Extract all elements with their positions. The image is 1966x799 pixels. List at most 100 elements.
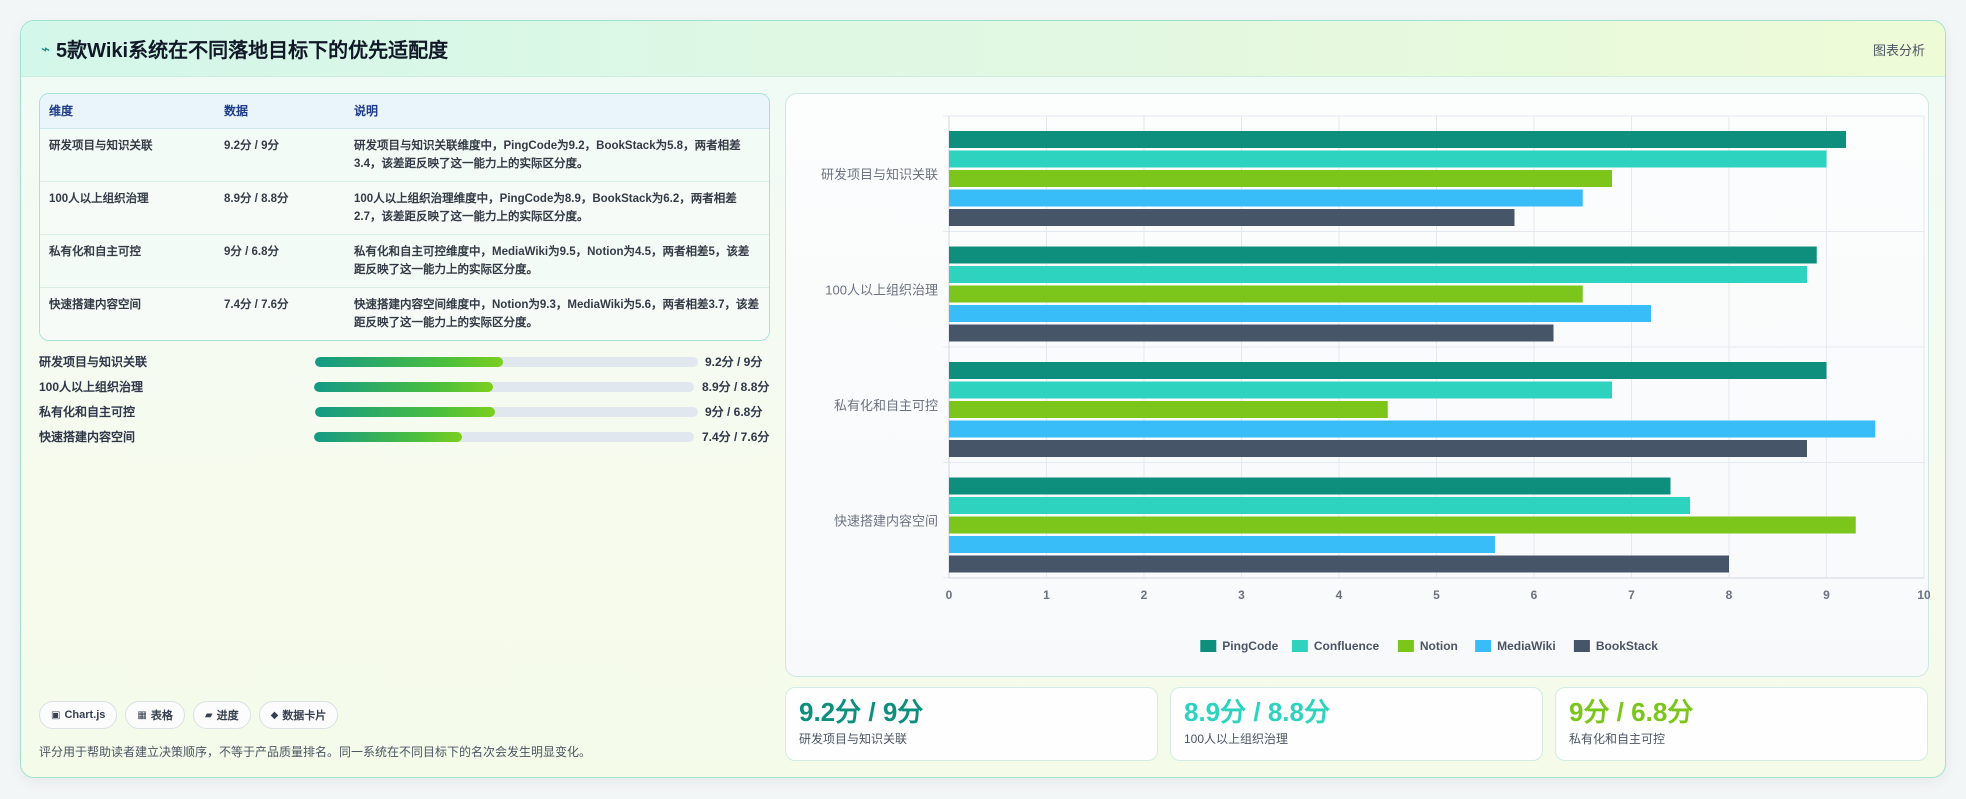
x-tick-label: 9	[1823, 588, 1830, 602]
kpi-label: 私有化和自主可控	[1569, 732, 1666, 746]
x-tick-label: 6	[1531, 588, 1538, 602]
table-row: 快速搭建内容空间 7.4分 / 7.6分 快速搭建内容空间维度中，Notion为…	[40, 287, 769, 340]
bar-mediawiki	[949, 420, 1876, 438]
table-header-row: 维度 数据 说明	[40, 94, 769, 129]
progress-list: 研发项目与知识关联 9.2分 / 9分 100人以上组织治理 8.9分 / 8.…	[39, 350, 770, 450]
column-header: 维度	[40, 94, 215, 129]
cell-data: 9.2分 / 9分	[215, 128, 345, 182]
bar-bookstack	[949, 440, 1807, 457]
dimension-table: 维度 数据 说明 研发项目与知识关联 9.2分 / 9分 研发项目与知识关联维度…	[39, 93, 770, 341]
kpi-card: 8.9分 / 8.8分 100人以上组织治理	[1170, 687, 1543, 761]
progress-value: 7.4分 / 7.6分	[702, 430, 770, 444]
legend-label: Notion	[1420, 639, 1458, 653]
header-tag: 图表分析	[1872, 43, 1925, 58]
chart-icon: ▣	[51, 709, 61, 721]
footnote: 评分用于帮助读者建立决策顺序，不等于产品质量排名。同一系统在不同目标下的名次会发…	[39, 745, 592, 759]
bar-pingcode	[949, 131, 1846, 148]
cell-description: 研发项目与知识关联维度中，PingCode为9.2，BookStack为5.8，…	[345, 128, 769, 182]
chip-data-card[interactable]: ◆ 数据卡片	[258, 701, 339, 729]
table-row: 研发项目与知识关联 9.2分 / 9分 研发项目与知识关联维度中，PingCod…	[40, 128, 769, 182]
x-tick-label: 1	[1043, 588, 1050, 602]
dashboard-frame: ⌁ 5款Wiki系统在不同落地目标下的优先适配度 图表分析 维度 数据 说明 研…	[20, 20, 1946, 778]
progress-icon: ▰	[204, 709, 213, 721]
chip-table[interactable]: ▦ 表格	[125, 701, 185, 729]
bar-bookstack	[949, 209, 1515, 226]
progress-fill	[314, 432, 463, 442]
progress-row: 私有化和自主可控 9分 / 6.8分	[39, 400, 770, 425]
progress-label: 研发项目与知识关联	[39, 355, 148, 369]
chip-chartjs[interactable]: ▣ Chart.js	[39, 701, 118, 729]
chip-label: 表格	[150, 710, 173, 722]
chip-progress[interactable]: ▰ 进度	[192, 701, 251, 729]
progress-value: 9分 / 6.8分	[705, 405, 763, 419]
cell-description: 私有化和自主可控维度中，MediaWiki为9.5，Notion为4.5，两者相…	[345, 234, 769, 288]
chip-label: 数据卡片	[282, 710, 327, 722]
x-tick-label: 4	[1336, 588, 1343, 602]
progress-fill	[314, 382, 493, 392]
progress-value: 9.2分 / 9分	[705, 355, 763, 369]
bar-pingcode	[949, 477, 1671, 495]
category-label: 快速搭建内容空间	[834, 513, 938, 528]
legend-label: Confluence	[1314, 639, 1380, 653]
kpi-label: 100人以上组织治理	[1184, 732, 1289, 746]
progress-track	[315, 407, 698, 417]
progress-value: 8.9分 / 8.8分	[702, 380, 770, 394]
kpi-label: 研发项目与知识关联	[799, 732, 908, 746]
table-row: 私有化和自主可控 9分 / 6.8分 私有化和自主可控维度中，MediaWiki…	[40, 234, 769, 288]
x-tick-label: 10	[1917, 588, 1930, 602]
x-tick-label: 3	[1238, 588, 1245, 602]
header-bar: ⌁ 5款Wiki系统在不同落地目标下的优先适配度 图表分析	[21, 21, 1945, 77]
legend-swatch-bookstack	[1573, 640, 1590, 652]
bar-notion	[949, 401, 1388, 418]
page-title: 5款Wiki系统在不同落地目标下的优先适配度	[56, 40, 449, 62]
cell-dimension: 100人以上组织治理	[40, 181, 215, 235]
cell-description: 100人以上组织治理维度中，PingCode为8.9，BookStack为6.2…	[345, 181, 769, 235]
bar-pingcode	[949, 246, 1817, 264]
progress-row: 100人以上组织治理 8.9分 / 8.8分	[39, 375, 770, 400]
progress-label: 100人以上组织治理	[39, 380, 144, 394]
bar-confluence	[949, 266, 1807, 283]
progress-track	[314, 382, 694, 392]
kpi-card: 9.2分 / 9分 研发项目与知识关联	[785, 687, 1158, 761]
kpi-card: 9分 / 6.8分 私有化和自主可控	[1555, 687, 1928, 761]
card-icon: ◆	[270, 709, 279, 721]
chip-label: 进度	[216, 710, 239, 722]
progress-fill	[315, 357, 503, 367]
bar-mediawiki	[949, 305, 1651, 322]
legend-label: PingCode	[1222, 639, 1278, 653]
column-header: 数据	[215, 94, 345, 129]
bar-notion	[949, 170, 1612, 187]
x-tick-label: 7	[1628, 588, 1635, 602]
progress-label: 私有化和自主可控	[39, 405, 136, 419]
cell-data: 9分 / 6.8分	[215, 234, 345, 288]
bar-bookstack	[949, 324, 1554, 342]
progress-track	[315, 357, 698, 367]
x-tick-label: 8	[1726, 588, 1733, 602]
x-tick-label: 0	[946, 588, 953, 602]
tech-chips: ▣ Chart.js ▦ 表格 ▰ 进度 ◆ 数据卡片	[39, 701, 339, 729]
legend-label: MediaWiki	[1497, 639, 1556, 653]
bar-mediawiki	[949, 189, 1583, 207]
lightning-icon: ⌁	[41, 40, 51, 58]
progress-track	[314, 432, 694, 442]
bar-confluence	[949, 497, 1690, 514]
cell-description: 快速搭建内容空间维度中，Notion为9.3，MediaWiki为5.6，两者相…	[345, 287, 769, 340]
bar-mediawiki	[949, 536, 1495, 553]
bar-pingcode	[949, 362, 1827, 379]
category-label: 研发项目与知识关联	[821, 167, 938, 182]
progress-label: 快速搭建内容空间	[39, 430, 136, 444]
chip-label: Chart.js	[64, 709, 106, 721]
x-tick-label: 2	[1141, 588, 1148, 602]
cell-data: 8.9分 / 8.8分	[215, 181, 345, 235]
table-row: 100人以上组织治理 8.9分 / 8.8分 100人以上组织治理维度中，Pin…	[40, 181, 769, 235]
bar-notion	[949, 285, 1583, 303]
category-label: 100人以上组织治理	[825, 282, 938, 297]
legend-label: BookStack	[1596, 639, 1658, 653]
kpi-value: 8.9分 / 8.8分	[1184, 697, 1330, 727]
legend-swatch-confluence	[1291, 640, 1308, 652]
bar-bookstack	[949, 555, 1729, 573]
cell-data: 7.4分 / 7.6分	[215, 287, 345, 340]
legend-swatch-pingcode	[1200, 640, 1217, 652]
cell-dimension: 研发项目与知识关联	[40, 128, 215, 182]
